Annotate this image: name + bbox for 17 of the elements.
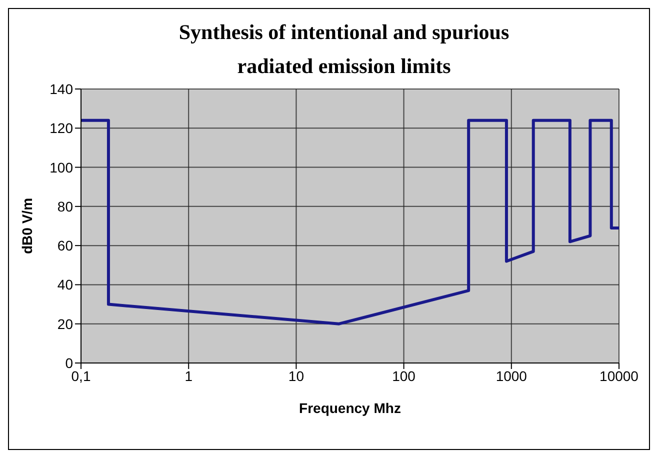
y-tick-label: 140 — [50, 80, 74, 97]
x-tick-label: 1000 — [496, 368, 528, 384]
y-tick-label: 40 — [57, 276, 74, 293]
y-tick-label: 0 — [65, 354, 74, 371]
y-tick-label: 60 — [57, 238, 74, 254]
x-axis-title: Frequency Mhz — [299, 400, 401, 416]
chart-title: Synthesis of intentional and spurious radiated emission limits — [178, 19, 510, 78]
y-tick-label: 20 — [57, 316, 74, 332]
x-tick-label: 10000 — [600, 368, 639, 384]
x-tick-label: 10 — [288, 368, 304, 384]
x-tick-label: 0,1 — [71, 368, 91, 384]
y-tick-label: 120 — [50, 120, 74, 136]
x-tick-label: 1 — [184, 368, 193, 384]
y-tick-label: 100 — [50, 159, 74, 176]
y-axis-title: dB0 V/m — [18, 198, 35, 254]
x-tick-label: 100 — [392, 368, 416, 384]
y-tick-label: 80 — [57, 198, 74, 214]
